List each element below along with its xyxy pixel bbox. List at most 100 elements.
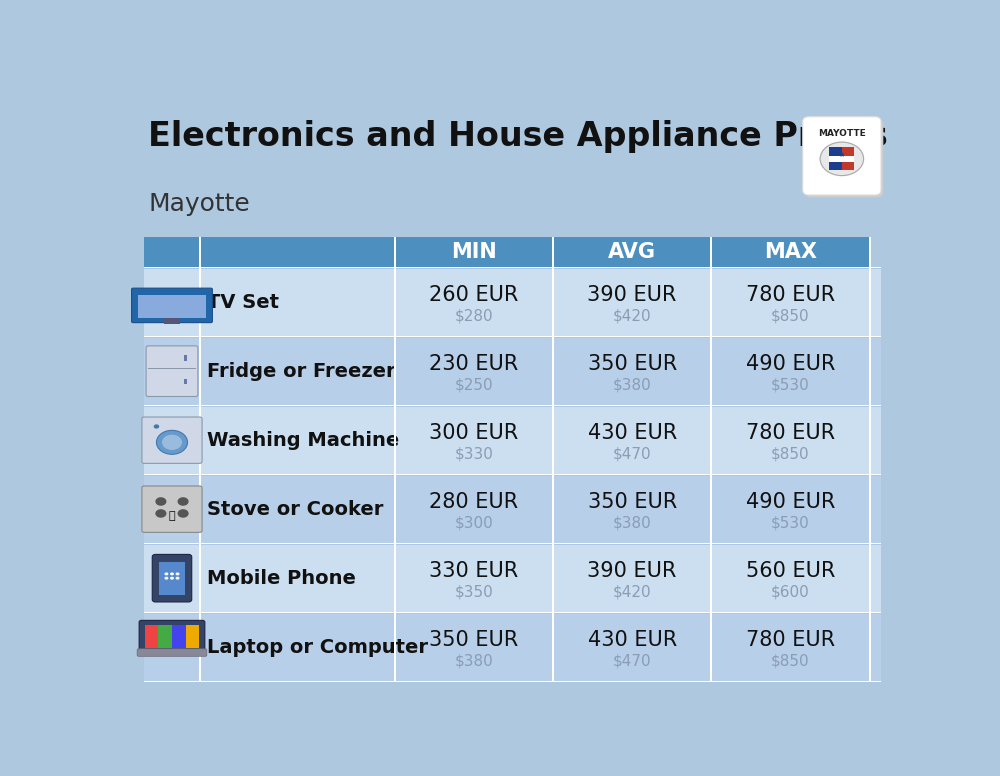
FancyBboxPatch shape <box>710 237 712 681</box>
Circle shape <box>162 435 182 450</box>
FancyBboxPatch shape <box>394 237 396 681</box>
FancyBboxPatch shape <box>164 318 180 324</box>
Circle shape <box>154 424 159 428</box>
Text: 350 EUR: 350 EUR <box>429 630 518 650</box>
Circle shape <box>164 577 168 580</box>
FancyBboxPatch shape <box>842 147 854 170</box>
FancyBboxPatch shape <box>144 269 881 337</box>
FancyBboxPatch shape <box>138 295 206 318</box>
FancyBboxPatch shape <box>144 474 881 476</box>
Text: 330 EUR: 330 EUR <box>429 561 518 581</box>
Text: 350 EUR: 350 EUR <box>588 492 677 512</box>
Text: $280: $280 <box>455 309 493 324</box>
FancyBboxPatch shape <box>144 546 881 613</box>
Text: $850: $850 <box>771 653 810 668</box>
Text: $470: $470 <box>613 653 651 668</box>
FancyBboxPatch shape <box>144 681 881 682</box>
FancyBboxPatch shape <box>395 237 553 268</box>
Text: $420: $420 <box>613 309 651 324</box>
Text: $350: $350 <box>454 584 493 600</box>
FancyBboxPatch shape <box>144 614 881 681</box>
Text: MAX: MAX <box>764 242 817 262</box>
Text: 230 EUR: 230 EUR <box>429 355 518 374</box>
Text: $380: $380 <box>613 515 652 531</box>
Text: 780 EUR: 780 EUR <box>746 630 835 650</box>
Circle shape <box>820 142 864 175</box>
Circle shape <box>170 573 174 575</box>
Text: $380: $380 <box>454 653 493 668</box>
FancyBboxPatch shape <box>152 554 192 602</box>
Text: Laptop or Computer: Laptop or Computer <box>207 638 428 656</box>
FancyBboxPatch shape <box>142 486 202 532</box>
Text: $250: $250 <box>455 377 493 393</box>
FancyBboxPatch shape <box>144 405 881 407</box>
Text: Mobile Phone: Mobile Phone <box>207 569 356 587</box>
FancyBboxPatch shape <box>186 625 199 648</box>
Text: Mayotte: Mayotte <box>148 192 250 216</box>
Text: 350 EUR: 350 EUR <box>588 355 677 374</box>
Text: 780 EUR: 780 EUR <box>746 423 835 443</box>
FancyBboxPatch shape <box>144 267 881 268</box>
FancyBboxPatch shape <box>805 119 883 197</box>
FancyBboxPatch shape <box>158 625 172 648</box>
Text: 430 EUR: 430 EUR <box>588 423 677 443</box>
FancyBboxPatch shape <box>144 237 395 268</box>
FancyBboxPatch shape <box>142 417 202 463</box>
Text: 390 EUR: 390 EUR <box>587 286 677 305</box>
FancyBboxPatch shape <box>553 237 711 268</box>
Text: MAYOTTE: MAYOTTE <box>818 129 866 137</box>
FancyBboxPatch shape <box>869 237 871 681</box>
FancyBboxPatch shape <box>144 336 881 338</box>
Text: 490 EUR: 490 EUR <box>746 492 835 512</box>
FancyBboxPatch shape <box>184 379 187 384</box>
Text: $470: $470 <box>613 446 651 462</box>
Circle shape <box>156 431 188 454</box>
Circle shape <box>178 509 189 518</box>
Text: 490 EUR: 490 EUR <box>746 355 835 374</box>
FancyBboxPatch shape <box>552 237 554 681</box>
Text: Fridge or Freezer: Fridge or Freezer <box>207 362 396 381</box>
Text: Washing Machine: Washing Machine <box>207 431 400 449</box>
Text: AVG: AVG <box>608 242 656 262</box>
Text: $300: $300 <box>454 515 493 531</box>
Text: 300 EUR: 300 EUR <box>429 423 518 443</box>
FancyBboxPatch shape <box>144 407 881 475</box>
FancyBboxPatch shape <box>829 147 842 170</box>
FancyBboxPatch shape <box>145 625 199 648</box>
Text: $530: $530 <box>771 515 810 531</box>
Text: $380: $380 <box>613 377 652 393</box>
Text: $530: $530 <box>771 377 810 393</box>
Text: ★: ★ <box>839 152 845 158</box>
FancyBboxPatch shape <box>137 649 207 656</box>
FancyBboxPatch shape <box>146 346 198 397</box>
Circle shape <box>155 497 166 506</box>
Text: 780 EUR: 780 EUR <box>746 286 835 305</box>
FancyBboxPatch shape <box>144 338 881 406</box>
Text: 390 EUR: 390 EUR <box>587 561 677 581</box>
Circle shape <box>176 577 179 580</box>
FancyBboxPatch shape <box>184 355 187 361</box>
FancyBboxPatch shape <box>711 237 870 268</box>
Circle shape <box>176 573 179 575</box>
FancyBboxPatch shape <box>829 156 854 161</box>
FancyBboxPatch shape <box>139 620 205 652</box>
Text: TV Set: TV Set <box>207 293 279 312</box>
FancyBboxPatch shape <box>159 562 185 595</box>
FancyBboxPatch shape <box>144 612 881 613</box>
FancyBboxPatch shape <box>172 625 186 648</box>
FancyBboxPatch shape <box>145 625 158 648</box>
Text: 560 EUR: 560 EUR <box>746 561 835 581</box>
FancyBboxPatch shape <box>132 288 212 323</box>
Text: Stove or Cooker: Stove or Cooker <box>207 500 384 518</box>
Text: $600: $600 <box>771 584 810 600</box>
Circle shape <box>170 577 174 580</box>
Text: Electronics and House Appliance Prices: Electronics and House Appliance Prices <box>148 120 888 153</box>
FancyBboxPatch shape <box>199 237 201 681</box>
FancyBboxPatch shape <box>144 543 881 545</box>
Text: $850: $850 <box>771 446 810 462</box>
FancyBboxPatch shape <box>144 476 881 544</box>
Text: MIN: MIN <box>451 242 497 262</box>
Text: 260 EUR: 260 EUR <box>429 286 519 305</box>
Text: 🔥: 🔥 <box>169 511 175 521</box>
Text: $420: $420 <box>613 584 651 600</box>
